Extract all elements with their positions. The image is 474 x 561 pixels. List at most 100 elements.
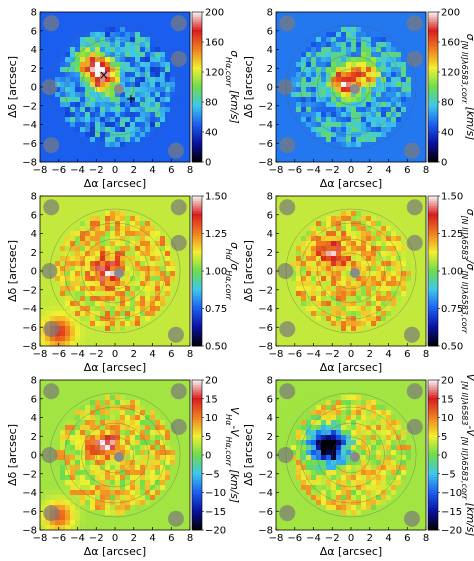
heatmap-cell	[421, 236, 427, 242]
colorbar-swatch	[428, 84, 438, 88]
heatmap-cell	[376, 276, 382, 282]
heatmap-cell	[336, 226, 342, 232]
heatmap-cell	[145, 470, 151, 476]
heatmap-cell	[45, 251, 51, 257]
heatmap-cell	[150, 336, 156, 342]
heatmap-cell	[401, 102, 407, 108]
heatmap-cell	[70, 22, 76, 28]
heatmap-cell	[351, 132, 357, 138]
y-tick-label: 2	[267, 64, 273, 75]
heatmap-cell	[175, 127, 181, 133]
heatmap-cell	[130, 221, 136, 227]
x-tick-label: 2	[131, 165, 137, 176]
heatmap-cell	[401, 127, 407, 133]
heatmap-cell	[145, 127, 151, 133]
heatmap-cell	[160, 475, 166, 481]
colorbar-swatch	[192, 22, 202, 25]
contour-line	[317, 238, 385, 304]
heatmap-cell	[421, 37, 427, 43]
heatmap-cell	[155, 12, 161, 18]
heatmap-cell	[130, 231, 136, 237]
heatmap-cell	[40, 276, 46, 282]
heatmap-cell	[105, 271, 111, 277]
heatmap-cell	[165, 445, 171, 451]
heatmap-cell	[170, 271, 176, 277]
position-marker: ×	[99, 68, 109, 82]
heatmap-cell	[411, 256, 417, 262]
heatmap-cell	[145, 152, 151, 158]
heatmap-cell	[40, 316, 46, 322]
heatmap-cell	[311, 221, 317, 227]
heatmap-cell	[346, 92, 352, 98]
heatmap-cell	[115, 430, 121, 436]
heatmap-cell	[150, 132, 156, 138]
heatmap-cell	[170, 137, 176, 143]
heatmap-cell	[120, 57, 126, 63]
colorbar-swatch	[428, 69, 438, 73]
heatmap-cell	[381, 211, 387, 217]
heatmap-cell	[125, 32, 131, 38]
heatmap-cell	[85, 301, 91, 307]
colorbar-tick-label: 80	[205, 98, 218, 109]
y-tick-label: 4	[31, 45, 37, 56]
heatmap-cell	[411, 221, 417, 227]
heatmap-cell	[170, 400, 176, 406]
colorbar-tick-label: 160	[205, 38, 224, 49]
heatmap-cell	[281, 97, 287, 103]
x-tick-label: −4	[306, 165, 321, 176]
heatmap-cell	[85, 475, 91, 481]
colorbar-swatch	[428, 129, 438, 133]
heatmap-cell	[421, 306, 427, 312]
heatmap-cell	[341, 336, 347, 342]
x-tick-label: 8	[423, 349, 429, 360]
heatmap-cell	[356, 52, 362, 58]
heatmap-cell	[75, 435, 81, 441]
heatmap-cell	[50, 196, 56, 202]
heatmap-cell	[100, 62, 106, 68]
colorbar-swatch	[192, 198, 202, 202]
colorbar-tick-label: 1.50	[205, 192, 227, 203]
colorbar-tick-label: 1.25	[441, 229, 463, 240]
heatmap-cell	[391, 296, 397, 302]
heatmap-cell	[165, 485, 171, 491]
heatmap-cell	[401, 52, 407, 58]
heatmap-cell	[130, 47, 136, 53]
heatmap-cell	[281, 286, 287, 292]
heatmap-cell	[165, 281, 171, 287]
heatmap-cell	[185, 112, 191, 118]
heatmap-cell	[80, 440, 86, 446]
heatmap-cell	[150, 122, 156, 128]
heatmap-cell	[351, 107, 357, 113]
heatmap-cell	[130, 311, 136, 317]
heatmap-cell	[346, 12, 352, 18]
heatmap-cell	[140, 450, 146, 456]
heatmap-cell	[125, 216, 131, 222]
heatmap-cell	[401, 306, 407, 312]
heatmap-cell	[411, 281, 417, 287]
heatmap-cell	[326, 326, 332, 332]
heatmap-cell	[110, 137, 116, 143]
heatmap-cell	[326, 206, 332, 212]
heatmap-cell	[391, 321, 397, 327]
heatmap-cell	[321, 201, 327, 207]
heatmap-cell	[95, 152, 101, 158]
heatmap-cell	[165, 137, 171, 143]
heatmap-cell	[160, 221, 166, 227]
heatmap-cell	[326, 82, 332, 88]
heatmap-cell	[155, 137, 161, 143]
heatmap-cell	[281, 196, 287, 202]
heatmap-cell	[155, 107, 161, 113]
heatmap-cell	[125, 157, 131, 163]
colorbar-swatch	[192, 221, 202, 224]
heatmap-cell	[90, 216, 96, 222]
heatmap-cell	[366, 72, 372, 78]
heatmap-cell	[120, 400, 126, 406]
heatmap-cell	[396, 87, 402, 93]
heatmap-cell	[60, 460, 66, 466]
colorbar-swatch	[428, 102, 438, 105]
heatmap-cell	[70, 17, 76, 23]
heatmap-cell	[125, 97, 131, 103]
heatmap-cell	[396, 266, 402, 272]
heatmap-cell	[165, 17, 171, 23]
heatmap-cell	[306, 311, 312, 317]
